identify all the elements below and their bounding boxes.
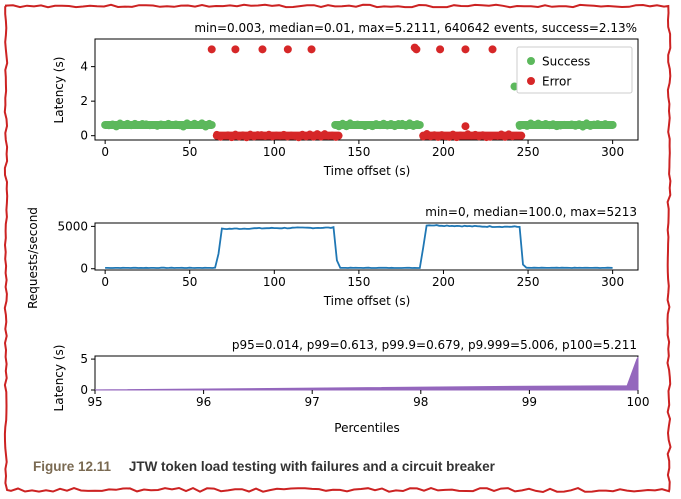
chart3-y-ticks: 05: [80, 352, 95, 397]
x-tick-label: 200: [432, 275, 455, 289]
scatter-point-error: [283, 45, 292, 54]
scatter-point-error: [412, 45, 421, 54]
x-tick-label: 100: [627, 395, 650, 409]
x-tick-label: 250: [517, 275, 540, 289]
chart3-ylabel: Latency (s): [52, 345, 66, 412]
scatter-point-error: [258, 45, 267, 54]
percentile-area: [94, 356, 639, 391]
chart1-marks: [101, 43, 617, 142]
y-tick-label: 5: [80, 352, 88, 366]
chart3-x-ticks: 95 96 97 98 99 100: [87, 390, 649, 409]
scatter-point-error: [307, 45, 316, 54]
legend-error-marker: [527, 77, 535, 85]
chart2-title: min=0, median=100.0, max=5213: [425, 205, 637, 219]
latency-scatter-chart: min=0.003, median=0.01, max=5.2111, 6406…: [52, 21, 639, 178]
chart2-axes-box: [94, 222, 639, 271]
scatter-point-error: [516, 132, 524, 140]
chart2-x-ticks: 0 50 100 150 200 250 300: [101, 270, 624, 289]
x-tick-label: 300: [601, 145, 624, 159]
chart1-legend: Success Error: [516, 46, 633, 94]
legend-success-label: Success: [542, 55, 590, 69]
chart3-xlabel: Percentiles: [334, 421, 399, 435]
scatter-point-error: [207, 45, 216, 54]
chart2-y-ticks: 0 5000: [57, 219, 95, 276]
x-tick-label: 50: [182, 145, 197, 159]
y-tick-label: 2: [80, 94, 88, 108]
scatter-point-error: [488, 45, 497, 54]
figure-caption-text: JTW token load testing with failures and…: [129, 459, 496, 474]
chart1-axes-box: [94, 38, 639, 141]
chart1-ylabel: Latency (s): [52, 57, 66, 124]
y-tick-label: 4: [80, 60, 88, 74]
x-tick-label: 98: [413, 395, 428, 409]
chart1-xlabel: Time offset (s): [323, 164, 411, 178]
legend-error-label: Error: [542, 75, 571, 89]
x-tick-label: 99: [522, 395, 537, 409]
legend-box: [516, 46, 633, 94]
x-tick-label: 50: [182, 275, 197, 289]
y-tick-label: 0: [80, 383, 88, 397]
chart2-marks: [105, 224, 613, 269]
x-tick-label: 100: [263, 275, 286, 289]
x-tick-label: 200: [432, 145, 455, 159]
chart1-title: min=0.003, median=0.01, max=5.2111, 6406…: [194, 21, 637, 35]
chart2-xlabel: Time offset (s): [323, 294, 411, 308]
chart3-title: p95=0.014, p99=0.613, p99.9=0.679, p9.99…: [232, 338, 637, 352]
x-tick-label: 96: [196, 395, 211, 409]
y-tick-label: 0: [80, 129, 88, 143]
x-tick-label: 0: [101, 275, 109, 289]
y-tick-label: 0: [80, 262, 88, 276]
x-tick-label: 95: [87, 395, 102, 409]
chart3-axes-box: [94, 355, 639, 391]
chart3-marks: [94, 356, 639, 391]
rps-line: [105, 224, 613, 269]
figure-caption: Figure 12.11 JTW token load testing with…: [33, 459, 496, 474]
legend-success-marker: [527, 57, 535, 65]
chart1-y-ticks: 0 2 4: [80, 60, 95, 143]
scatter-point-success: [413, 120, 421, 128]
x-tick-label: 250: [517, 145, 540, 159]
y-tick-label: 5000: [57, 219, 88, 233]
chart1-x-ticks: 0 50 100 150 200 250 300: [101, 140, 624, 159]
scatter-point-error: [461, 45, 470, 54]
scatter-point-error: [436, 45, 445, 54]
scatter-point-success: [205, 119, 213, 128]
figure-border: [3, 3, 672, 494]
x-tick-label: 300: [601, 275, 624, 289]
latency-percentiles-chart: p95=0.014, p99=0.613, p99.9=0.679, p9.99…: [52, 338, 649, 435]
scatter-point-success: [609, 121, 617, 129]
x-tick-label: 0: [101, 145, 109, 159]
chart2-ylabel: Requests/second: [26, 207, 40, 309]
scatter-point-error: [332, 133, 340, 141]
requests-per-second-chart: min=0, median=100.0, max=5213 0 50 100 150 2…: [26, 205, 639, 309]
x-tick-label: 150: [347, 145, 370, 159]
figure-caption-label: Figure 12.11: [33, 459, 112, 474]
scatter-point-error: [461, 122, 470, 131]
x-tick-label: 97: [305, 395, 320, 409]
scatter-point-error: [231, 45, 240, 54]
x-tick-label: 150: [347, 275, 370, 289]
x-tick-label: 100: [263, 145, 286, 159]
